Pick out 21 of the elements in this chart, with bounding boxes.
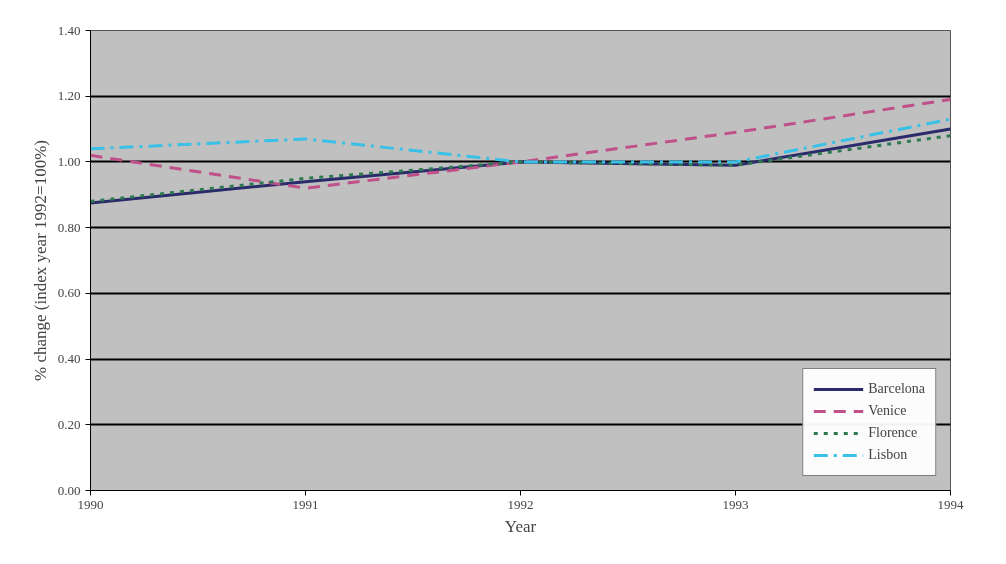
x-tick-label: 1991 <box>292 496 319 512</box>
y-tick-label: 1.40 <box>57 22 81 38</box>
x-tick-label: 1993 <box>722 496 749 512</box>
line-series <box>90 98 951 190</box>
x-tick-label: 1994 <box>937 496 964 512</box>
x-axis-title: Year <box>504 516 537 536</box>
legend-label: Lisbon <box>868 447 908 463</box>
legend-label: Venice <box>868 403 907 419</box>
y-tick-label: 1.00 <box>57 153 81 169</box>
x-tick-label: 1992 <box>507 496 534 512</box>
x-tick-label: 1990 <box>77 496 104 512</box>
y-tick-label: 0.20 <box>57 416 81 432</box>
y-tick-label: 0.80 <box>57 219 81 235</box>
legend-label: Florence <box>868 425 918 441</box>
y-tick-label: 1.20 <box>57 88 81 104</box>
y-tick-label: 0.40 <box>57 351 81 367</box>
y-tick-label: 0.60 <box>57 285 81 301</box>
line-series <box>90 117 951 164</box>
y-axis-title: % change (index year 1992=100%) <box>30 140 50 381</box>
y-tick-label: 0.00 <box>57 482 81 498</box>
legend-label: Barcelona <box>868 381 925 397</box>
